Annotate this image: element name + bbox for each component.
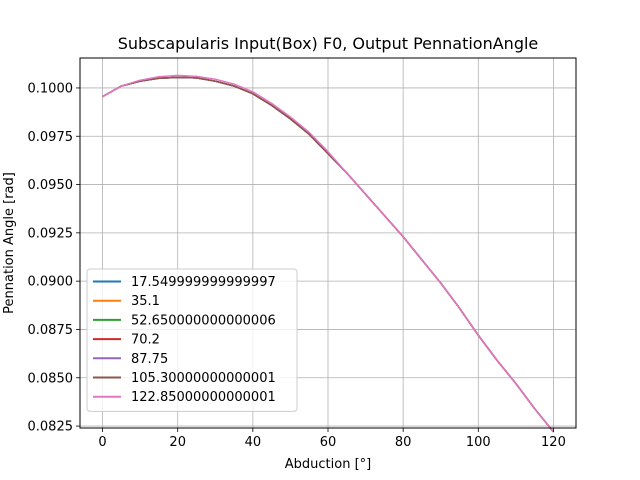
x-axis-label: Abduction [°] [285,457,371,472]
legend-entry-label: 35.1 [131,294,160,309]
legend-entry-label: 70.2 [131,333,160,348]
x-tick-label: 40 [245,435,262,450]
x-tick-label: 60 [320,435,337,450]
series-line-7 [102,74,555,433]
y-tick-label: 0.0950 [28,178,74,193]
legend: 17.549999999999997 35.1 52.650000000000006… [86,268,298,412]
x-tick-label: 80 [395,435,412,450]
legend-entry-label: 122.85000000000001 [131,390,276,405]
chart-title: Subscapularis Input(Box) F0, Output Penn… [118,34,539,53]
legend-box [86,268,298,412]
series-lines [102,74,555,433]
y-axis-label: Pennation Angle [rad] [2,172,17,314]
y-axis-ticks: 0.0825 0.0850 0.0875 0.0900 0.0925 0.0950 0.09… [28,81,80,435]
y-tick-label: 0.1000 [28,81,74,96]
x-tick-label: 20 [169,435,186,450]
legend-entry-label: 87.75 [131,352,168,367]
y-tick-label: 0.0925 [28,226,74,241]
y-tick-label: 0.0850 [28,371,74,386]
x-tick-label: 100 [466,435,491,450]
x-tick-label: 0 [98,435,106,450]
x-axis-ticks: 0 20 40 60 80 100 120 [98,428,566,450]
legend-entry-label: 105.30000000000001 [131,371,276,386]
legend-entry-label: 17.549999999999997 [131,275,276,290]
y-tick-label: 0.0825 [28,420,74,435]
y-tick-label: 0.0875 [28,323,74,338]
y-tick-label: 0.0900 [28,275,74,290]
legend-entry-label: 52.650000000000006 [131,313,276,328]
x-tick-label: 120 [541,435,566,450]
y-tick-label: 0.0975 [28,130,74,145]
